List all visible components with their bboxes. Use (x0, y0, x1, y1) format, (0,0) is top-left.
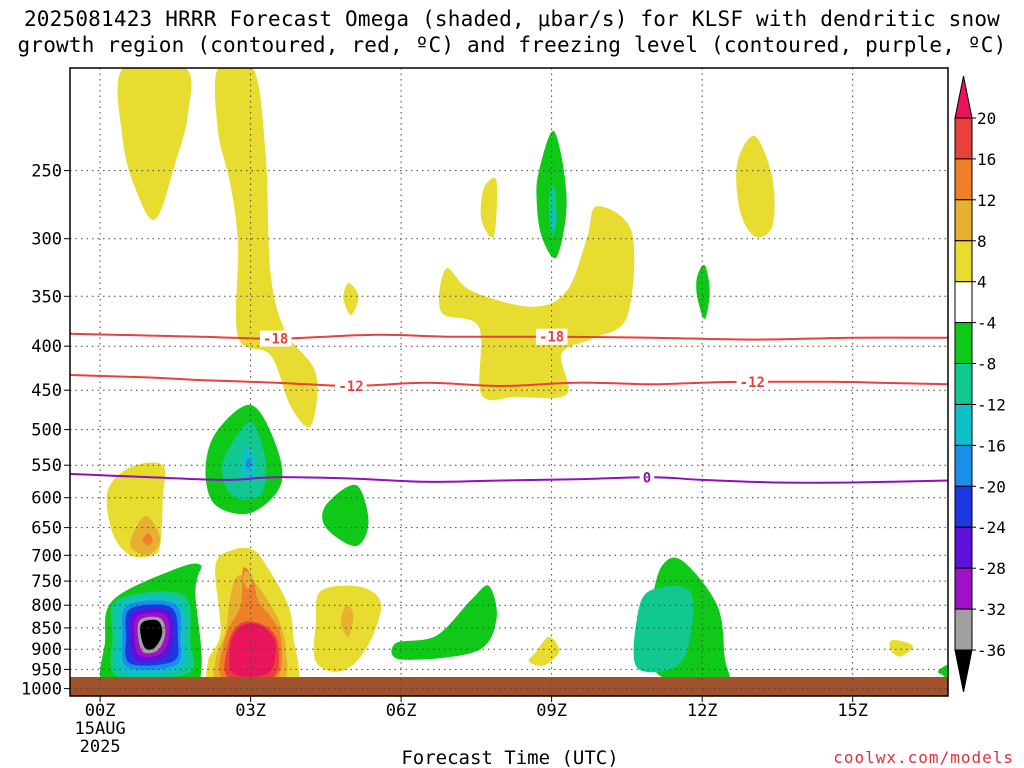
omega-region--4 (391, 585, 497, 660)
y-axis: 2503003504004505005506006507007508008509… (21, 162, 70, 700)
colorbar-band-13 (954, 608, 973, 651)
omega-region--16 (245, 458, 252, 470)
ytick-label-550: 550 (31, 456, 62, 476)
omega-region--4 (937, 665, 948, 680)
colorbar-band-4 (954, 240, 973, 283)
xtick-date: 15AUG (75, 719, 126, 739)
ytick-label-500: 500 (31, 421, 62, 441)
xtick-year: 2025 (80, 737, 121, 757)
xtick-label-06Z: 06Z (386, 701, 417, 721)
colorbar-label--32: -32 (977, 600, 1006, 619)
colorbar-band-10 (954, 485, 973, 528)
omega-region-4 (343, 283, 359, 316)
chart-title-line-2: growth region (contoured, red, ºC) and f… (17, 33, 1007, 57)
colorbar-band-5 (954, 281, 973, 324)
omega-region-4 (736, 135, 775, 238)
colorbar-label--8: -8 (977, 355, 996, 374)
xtick-label-12Z: 12Z (687, 701, 718, 721)
contour-label-bg--12 (736, 373, 769, 390)
xtick-label-09Z: 09Z (536, 701, 567, 721)
xtick-label-15Z: 15Z (837, 701, 868, 721)
contour-label-bg--18 (260, 330, 292, 347)
omega-region-4 (480, 177, 498, 238)
ytick-label-800: 800 (31, 596, 62, 616)
colorbar-label--4: -4 (977, 314, 996, 333)
grid-layer (70, 68, 948, 696)
colorbar-band-8 (954, 404, 973, 446)
omega-region--36 (140, 619, 163, 650)
xtick-label-03Z: 03Z (235, 701, 266, 721)
contour-line-0 (70, 472, 948, 484)
ytick-label-600: 600 (31, 489, 62, 509)
contour-label--12: -12 (338, 379, 363, 395)
omega-region-12 (142, 533, 153, 546)
omega-region--12 (550, 209, 555, 232)
contour-line--18 (70, 332, 948, 341)
contour-label--18: -18 (263, 332, 288, 348)
ytick-label-450: 450 (31, 381, 62, 401)
contour-label-bg--12 (335, 378, 367, 394)
colorbar-label-4: 4 (977, 273, 987, 292)
colorbar-label-20: 20 (977, 109, 996, 128)
ytick-label-950: 950 (31, 660, 62, 680)
ytick-label-750: 750 (31, 572, 62, 592)
contour-label-bg-0 (639, 469, 655, 486)
colorbar-top-arrow (954, 75, 973, 119)
ground-surface (70, 677, 948, 696)
colorbar-band-9 (954, 444, 973, 487)
contour-layer: -18 -18 -12 -12 0 (70, 328, 948, 486)
omega-shading-layer (100, 68, 948, 696)
ytick-label-350: 350 (31, 287, 62, 307)
colorbar-band-3 (954, 199, 973, 242)
colorbar-label--28: -28 (977, 559, 1006, 578)
colorbar-label--12: -12 (977, 396, 1006, 415)
chart-title: 2025081423 HRRR Forecast Omega (shaded, … (0, 6, 1024, 58)
contour-label--18: -18 (539, 330, 564, 346)
colorbar-band-12 (954, 567, 973, 610)
omega-region-20 (229, 623, 276, 677)
plot-frame (69, 67, 949, 697)
colorbar-label--16: -16 (977, 436, 1006, 455)
colorbar-label-8: 8 (977, 232, 987, 251)
colorbar-label--36: -36 (977, 641, 1006, 660)
colorbar-band-6 (954, 322, 973, 365)
omega-region-4 (528, 636, 560, 666)
colorbar: 20 16 12 8 4 -4 -8 -12 -16 -20 -24 -28 -32 -36 (954, 75, 1006, 693)
omega-region--8 (633, 585, 694, 673)
colorbar-label--20: -20 (977, 477, 1006, 496)
ytick-label-250: 250 (31, 162, 62, 182)
omega-region-4 (214, 68, 318, 428)
contour-label-bg--18 (535, 328, 568, 345)
colorbar-band-2 (954, 158, 973, 201)
omega-region-8 (340, 604, 354, 637)
omega-region-4 (889, 639, 913, 657)
colorbar-band-11 (954, 526, 973, 569)
ytick-label-300: 300 (31, 230, 62, 250)
ytick-label-900: 900 (31, 640, 62, 660)
omega-region-4 (439, 206, 635, 401)
xtick-label-00Z: 00Z (85, 701, 116, 721)
ytick-label-400: 400 (31, 337, 62, 357)
colorbar-band-1 (954, 117, 973, 160)
ytick-label-700: 700 (31, 546, 62, 566)
chart-title-line-1: 2025081423 HRRR Forecast Omega (shaded, … (23, 7, 1001, 31)
colorbar-bottom-arrow (954, 649, 973, 693)
ytick-label-850: 850 (31, 619, 62, 639)
omega-region--4 (696, 264, 710, 320)
colorbar-label-16: 16 (977, 150, 996, 169)
x-axis-label: Forecast Time (UTC) (401, 747, 618, 768)
colorbar-label--24: -24 (977, 518, 1006, 537)
colorbar-label-12: 12 (977, 191, 996, 210)
omega-region-4 (117, 68, 192, 220)
contour-label--12: -12 (740, 375, 765, 391)
credit-text: coolwx.com/models (833, 748, 1014, 767)
ytick-label-650: 650 (31, 519, 62, 539)
ytick-label-1000: 1000 (21, 680, 62, 700)
contour-label-0: 0 (643, 470, 651, 486)
contour-line--12 (70, 374, 948, 388)
omega-region--4 (322, 484, 369, 547)
colorbar-band-7 (954, 363, 973, 405)
